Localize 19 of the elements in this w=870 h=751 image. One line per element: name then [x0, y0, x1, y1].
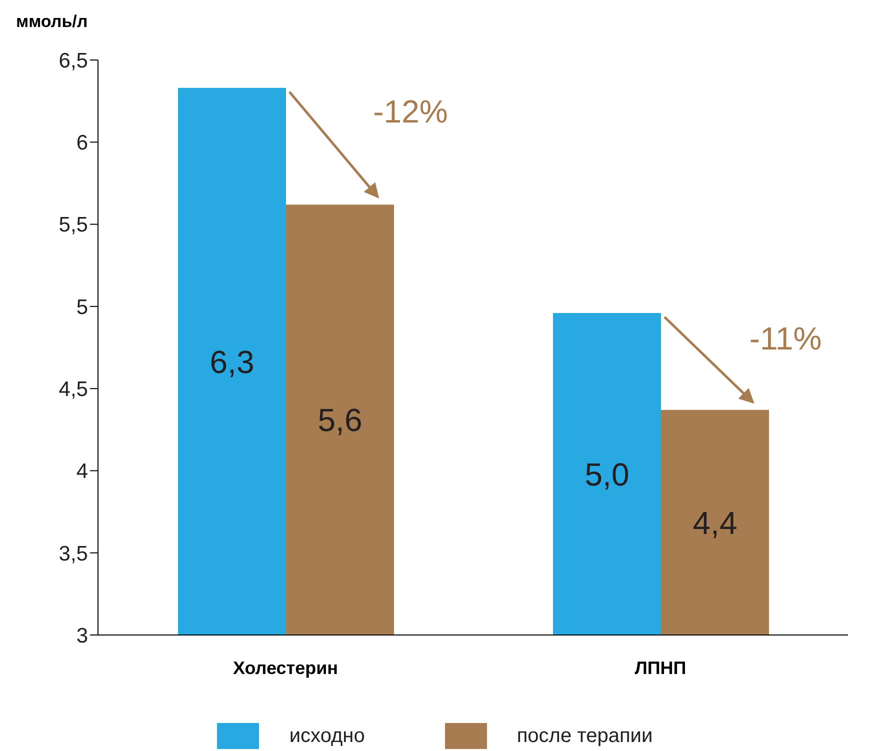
y-tick-label: 4,5 — [58, 378, 88, 402]
x-tick-label: ЛПНП — [634, 658, 686, 678]
data-label: 5,0 — [584, 456, 630, 492]
y-tick-label: 4 — [76, 460, 88, 484]
y-tick-label: 5,5 — [58, 214, 88, 237]
legend-label: исходно — [289, 724, 365, 748]
y-tick-label: 3,5 — [58, 542, 88, 566]
y-tick-label: 5 — [76, 296, 88, 319]
y-tick-label: 3 — [76, 624, 88, 648]
data-label: 6,3 — [210, 344, 254, 380]
y-tick-label: 6,5 — [58, 49, 88, 72]
x-tick-label: Холестерин — [232, 658, 338, 678]
annotation: -11% — [749, 320, 822, 356]
y-axis-title: ммоль/л — [16, 12, 88, 32]
y-tick-label: 6 — [76, 132, 88, 155]
legend-label: после терапии — [516, 724, 653, 748]
annotation: -12% — [373, 94, 448, 130]
data-label: 5,6 — [318, 402, 362, 438]
data-label: 4,4 — [692, 504, 738, 541]
